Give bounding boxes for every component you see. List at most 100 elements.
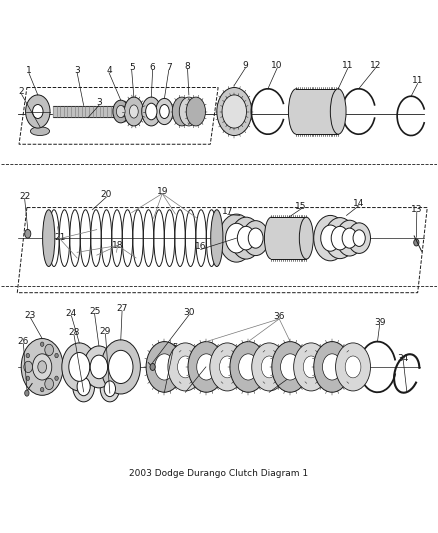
Text: 3: 3 [74, 66, 80, 75]
Text: 27: 27 [117, 304, 128, 313]
Text: 18: 18 [112, 241, 124, 250]
Ellipse shape [219, 214, 254, 262]
Ellipse shape [32, 354, 52, 380]
Ellipse shape [237, 227, 255, 250]
Ellipse shape [265, 217, 279, 259]
Ellipse shape [25, 95, 50, 128]
Ellipse shape [303, 356, 319, 378]
Ellipse shape [40, 342, 44, 346]
Text: 9: 9 [242, 61, 248, 70]
Ellipse shape [325, 217, 355, 259]
Ellipse shape [55, 353, 58, 358]
Ellipse shape [168, 343, 203, 391]
Ellipse shape [345, 356, 361, 378]
Ellipse shape [179, 97, 198, 126]
Text: 20: 20 [101, 190, 112, 199]
Polygon shape [272, 217, 306, 259]
Text: 6: 6 [150, 63, 155, 72]
Text: 38: 38 [303, 357, 314, 366]
Ellipse shape [38, 361, 46, 373]
Ellipse shape [231, 217, 261, 259]
Ellipse shape [26, 353, 29, 358]
Text: 3: 3 [96, 98, 102, 107]
Ellipse shape [62, 343, 97, 391]
Ellipse shape [150, 364, 155, 370]
Text: 5: 5 [129, 63, 134, 72]
Ellipse shape [172, 97, 191, 126]
Ellipse shape [197, 354, 216, 380]
Ellipse shape [45, 344, 53, 356]
Ellipse shape [336, 220, 363, 256]
Text: 34: 34 [398, 354, 409, 362]
Ellipse shape [155, 99, 173, 125]
Ellipse shape [25, 229, 31, 238]
Text: 1: 1 [26, 67, 32, 75]
Ellipse shape [243, 221, 269, 256]
Ellipse shape [146, 342, 183, 392]
Ellipse shape [159, 104, 169, 118]
Ellipse shape [45, 378, 53, 390]
Text: 2: 2 [19, 87, 25, 96]
Ellipse shape [261, 356, 277, 378]
Text: 12: 12 [370, 61, 381, 70]
Ellipse shape [40, 387, 44, 392]
Text: 22: 22 [19, 192, 30, 201]
Ellipse shape [90, 355, 108, 379]
Ellipse shape [142, 97, 161, 126]
Ellipse shape [117, 106, 125, 118]
Text: 35: 35 [167, 343, 179, 352]
Text: 25: 25 [89, 307, 100, 316]
Ellipse shape [348, 223, 371, 253]
Text: 26: 26 [18, 337, 29, 346]
Ellipse shape [210, 343, 245, 391]
Ellipse shape [414, 239, 419, 246]
Text: 15: 15 [295, 202, 307, 211]
Ellipse shape [84, 346, 114, 388]
Text: 29: 29 [100, 327, 111, 336]
Text: 2003 Dodge Durango Clutch Diagram 1: 2003 Dodge Durango Clutch Diagram 1 [130, 470, 308, 479]
Ellipse shape [55, 376, 58, 381]
Ellipse shape [124, 97, 144, 126]
Text: 16: 16 [195, 243, 206, 252]
Ellipse shape [336, 343, 371, 391]
Ellipse shape [177, 356, 193, 378]
Ellipse shape [186, 97, 205, 126]
Ellipse shape [113, 100, 129, 123]
Ellipse shape [21, 338, 63, 395]
Ellipse shape [330, 89, 346, 134]
Text: 13: 13 [411, 205, 423, 214]
Ellipse shape [211, 210, 223, 266]
Text: 28: 28 [68, 328, 80, 337]
Ellipse shape [331, 227, 349, 250]
Ellipse shape [101, 340, 141, 394]
Ellipse shape [155, 354, 174, 380]
Text: 21: 21 [54, 233, 65, 242]
Ellipse shape [219, 356, 235, 378]
Ellipse shape [321, 225, 340, 251]
Ellipse shape [281, 354, 300, 380]
Text: 30: 30 [184, 308, 195, 317]
Ellipse shape [130, 105, 138, 118]
Ellipse shape [24, 361, 32, 373]
Ellipse shape [314, 215, 347, 261]
Ellipse shape [314, 342, 350, 392]
Ellipse shape [222, 95, 247, 128]
Text: 14: 14 [353, 199, 364, 208]
Ellipse shape [104, 381, 116, 397]
Ellipse shape [73, 372, 95, 402]
Text: 19: 19 [156, 187, 168, 196]
Ellipse shape [353, 230, 365, 246]
Ellipse shape [42, 210, 55, 266]
Ellipse shape [272, 342, 308, 392]
Ellipse shape [239, 354, 258, 380]
Ellipse shape [30, 127, 49, 135]
Text: 7: 7 [166, 63, 172, 72]
Ellipse shape [293, 343, 328, 391]
Ellipse shape [230, 342, 267, 392]
Ellipse shape [226, 223, 247, 253]
Ellipse shape [342, 228, 357, 248]
Ellipse shape [32, 104, 43, 118]
Ellipse shape [25, 390, 29, 396]
Polygon shape [296, 89, 338, 134]
Ellipse shape [252, 343, 287, 391]
